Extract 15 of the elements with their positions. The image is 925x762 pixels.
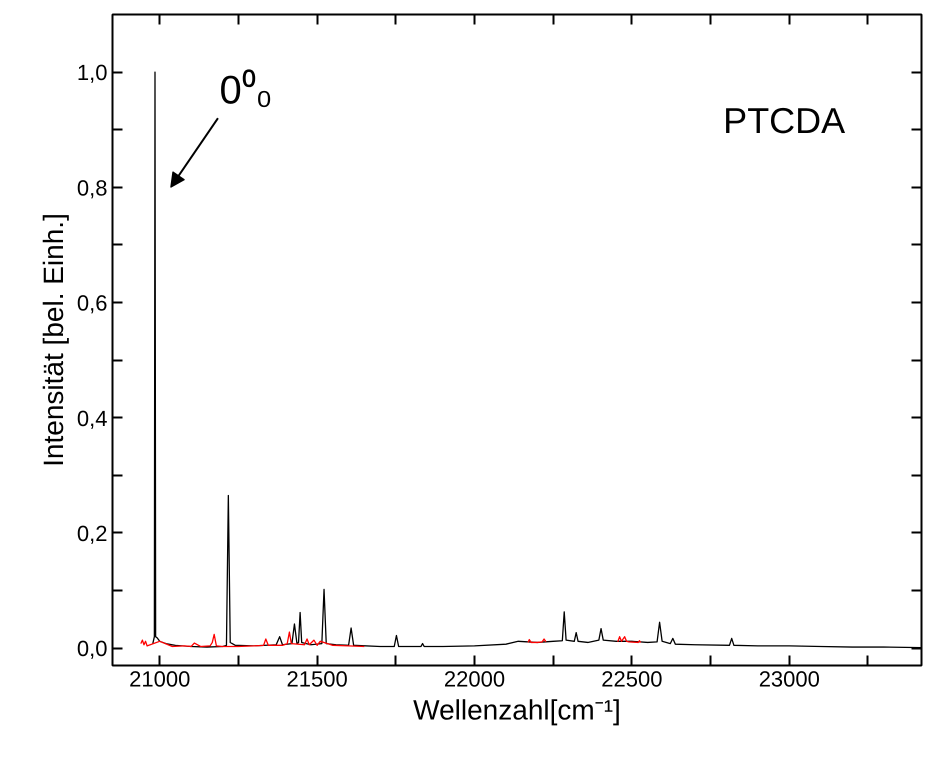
y-axis-title: Intensität [bel. Einh.] bbox=[38, 213, 69, 467]
x-axis-title: Wellenzahl[cm⁻¹] bbox=[413, 694, 621, 726]
y-tick-label: 0,2 bbox=[76, 520, 108, 546]
annotation: PTCDA bbox=[723, 100, 846, 142]
x-tick-label: 23000 bbox=[758, 666, 820, 692]
y-tick-label: 0,0 bbox=[76, 636, 108, 662]
y-tick-label: 1,0 bbox=[76, 60, 108, 86]
y-tick-label: 0,6 bbox=[76, 290, 108, 316]
x-tick-label: 21500 bbox=[286, 666, 348, 692]
y-tick-label: 0,4 bbox=[76, 406, 108, 431]
annotation: 0⁰₀ bbox=[220, 68, 272, 112]
x-tick-label: 22500 bbox=[601, 666, 662, 692]
x-tick-label: 22000 bbox=[444, 666, 506, 692]
x-tick-label: 21000 bbox=[129, 666, 190, 692]
y-tick-label: 0,8 bbox=[76, 175, 108, 200]
